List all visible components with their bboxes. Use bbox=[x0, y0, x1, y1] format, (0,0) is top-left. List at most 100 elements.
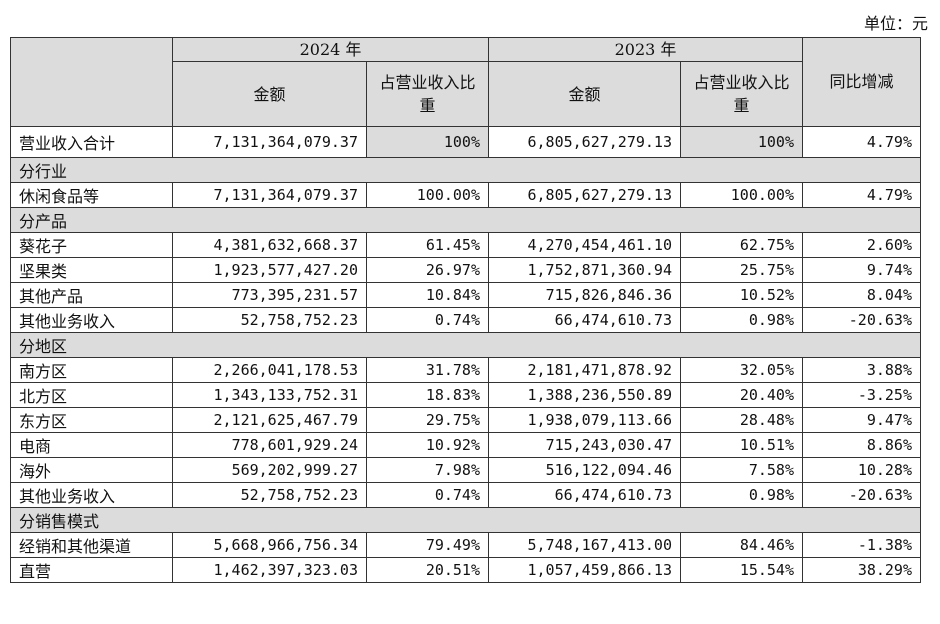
cell-yoy: -1.38% bbox=[802, 532, 921, 558]
cell-share-2023: 10.51% bbox=[680, 432, 803, 458]
table-row: 其他产品 773,395,231.57 10.84% 715,826,846.36 10… bbox=[10, 282, 921, 308]
section-row: 分产品 bbox=[10, 207, 921, 233]
header-year-2023: 2023 年 bbox=[488, 37, 803, 62]
row-label: 海外 bbox=[10, 457, 173, 483]
cell-yoy: 10.28% bbox=[802, 457, 921, 483]
section-title: 分产品 bbox=[10, 207, 921, 233]
table-row: 海外 569,202,999.27 7.98% 516,122,094.46 7.58%… bbox=[10, 457, 921, 483]
row-label: 北方区 bbox=[10, 382, 173, 408]
row-label: 电商 bbox=[10, 432, 173, 458]
cell-amount-2024: 2,266,041,178.53 bbox=[172, 357, 367, 383]
cell-yoy: -20.63% bbox=[802, 482, 921, 508]
table-row: 南方区 2,266,041,178.53 31.78% 2,181,471,878.9… bbox=[10, 357, 921, 383]
row-label: 营业收入合计 bbox=[10, 126, 173, 158]
row-label: 南方区 bbox=[10, 357, 173, 383]
table-row: 电商 778,601,929.24 10.92% 715,243,030.47 10.5… bbox=[10, 432, 921, 458]
cell-share-2024: 0.74% bbox=[366, 482, 489, 508]
cell-amount-2023: 6,805,627,279.13 bbox=[488, 182, 681, 208]
revenue-table: 2024 年 2023 年 同比增减 金额 占营业收入比重 金额 占营业收入比重… bbox=[10, 37, 921, 583]
cell-amount-2023: 1,938,079,113.66 bbox=[488, 407, 681, 433]
unit-label: 单位：元 bbox=[863, 14, 928, 33]
row-label: 其他产品 bbox=[10, 282, 173, 308]
header-blank bbox=[10, 37, 173, 127]
table-row: 经销和其他渠道 5,668,966,756.34 79.49% 5,748,167,4… bbox=[10, 532, 921, 558]
header-share-2024: 占营业收入比重 bbox=[366, 61, 489, 127]
cell-share-2023: 62.75% bbox=[680, 232, 803, 258]
section-row: 分行业 bbox=[10, 157, 921, 183]
cell-amount-2023: 66,474,610.73 bbox=[488, 482, 681, 508]
table-row-total: 营业收入合计 7,131,364,079.37 100% 6,805,627,2… bbox=[10, 126, 921, 158]
cell-yoy: 2.60% bbox=[802, 232, 921, 258]
cell-share-2023: 25.75% bbox=[680, 257, 803, 283]
row-label: 东方区 bbox=[10, 407, 173, 433]
cell-share-2023: 0.98% bbox=[680, 482, 803, 508]
header-share-2023: 占营业收入比重 bbox=[680, 61, 803, 127]
cell-share-2023: 0.98% bbox=[680, 307, 803, 333]
cell-amount-2024: 778,601,929.24 bbox=[172, 432, 367, 458]
table-row: 其他业务收入 52,758,752.23 0.74% 66,474,610.73 0.9… bbox=[10, 482, 921, 508]
cell-share-2023: 100% bbox=[680, 126, 803, 158]
cell-yoy: -3.25% bbox=[802, 382, 921, 408]
cell-share-2023: 7.58% bbox=[680, 457, 803, 483]
row-label: 直营 bbox=[10, 557, 173, 583]
cell-amount-2024: 569,202,999.27 bbox=[172, 457, 367, 483]
cell-share-2024: 61.45% bbox=[366, 232, 489, 258]
row-label: 休闲食品等 bbox=[10, 182, 173, 208]
table-row: 坚果类 1,923,577,427.20 26.97% 1,752,871,360.9… bbox=[10, 257, 921, 283]
cell-share-2024: 79.49% bbox=[366, 532, 489, 558]
section-row: 分地区 bbox=[10, 332, 921, 358]
cell-share-2023: 28.48% bbox=[680, 407, 803, 433]
cell-amount-2024: 1,343,133,752.31 bbox=[172, 382, 367, 408]
header-row-columns: 金额 占营业收入比重 金额 占营业收入比重 bbox=[10, 61, 921, 127]
cell-amount-2023: 715,243,030.47 bbox=[488, 432, 681, 458]
cell-share-2024: 29.75% bbox=[366, 407, 489, 433]
cell-amount-2023: 1,057,459,866.13 bbox=[488, 557, 681, 583]
section-title: 分销售模式 bbox=[10, 507, 921, 533]
row-label: 其他业务收入 bbox=[10, 482, 173, 508]
table-row: 其他业务收入 52,758,752.23 0.74% 66,474,610.73 0.9… bbox=[10, 307, 921, 333]
cell-amount-2023: 66,474,610.73 bbox=[488, 307, 681, 333]
cell-yoy: 8.04% bbox=[802, 282, 921, 308]
table-row: 葵花子 4,381,632,668.37 61.45% 4,270,454,461.1… bbox=[10, 232, 921, 258]
cell-amount-2023: 1,388,236,550.89 bbox=[488, 382, 681, 408]
row-label: 坚果类 bbox=[10, 257, 173, 283]
table-row: 东方区 2,121,625,467.79 29.75% 1,938,079,113.6… bbox=[10, 407, 921, 433]
cell-amount-2023: 516,122,094.46 bbox=[488, 457, 681, 483]
cell-amount-2024: 52,758,752.23 bbox=[172, 482, 367, 508]
cell-share-2024: 20.51% bbox=[366, 557, 489, 583]
section-title: 分行业 bbox=[10, 157, 921, 183]
cell-yoy: -20.63% bbox=[802, 307, 921, 333]
section-row: 分销售模式 bbox=[10, 507, 921, 533]
header-amount-2023: 金额 bbox=[488, 61, 681, 127]
header-row-years: 2024 年 2023 年 同比增减 bbox=[10, 37, 921, 127]
cell-share-2023: 84.46% bbox=[680, 532, 803, 558]
row-label: 其他业务收入 bbox=[10, 307, 173, 333]
row-label: 经销和其他渠道 bbox=[10, 532, 173, 558]
cell-amount-2023: 4,270,454,461.10 bbox=[488, 232, 681, 258]
row-label: 葵花子 bbox=[10, 232, 173, 258]
cell-share-2023: 20.40% bbox=[680, 382, 803, 408]
cell-share-2023: 10.52% bbox=[680, 282, 803, 308]
cell-yoy: 4.79% bbox=[802, 126, 921, 158]
table-row: 直营 1,462,397,323.03 20.51% 1,057,459,866.13… bbox=[10, 557, 921, 583]
cell-share-2024: 10.84% bbox=[366, 282, 489, 308]
cell-amount-2023: 6,805,627,279.13 bbox=[488, 126, 681, 158]
cell-amount-2024: 1,462,397,323.03 bbox=[172, 557, 367, 583]
cell-amount-2024: 773,395,231.57 bbox=[172, 282, 367, 308]
section-title: 分地区 bbox=[10, 332, 921, 358]
cell-amount-2023: 1,752,871,360.94 bbox=[488, 257, 681, 283]
cell-amount-2023: 5,748,167,413.00 bbox=[488, 532, 681, 558]
cell-yoy: 8.86% bbox=[802, 432, 921, 458]
cell-amount-2024: 7,131,364,079.37 bbox=[172, 126, 367, 158]
cell-share-2023: 100.00% bbox=[680, 182, 803, 208]
cell-yoy: 9.74% bbox=[802, 257, 921, 283]
cell-yoy: 3.88% bbox=[802, 357, 921, 383]
cell-amount-2024: 5,668,966,756.34 bbox=[172, 532, 367, 558]
cell-yoy: 38.29% bbox=[802, 557, 921, 583]
cell-share-2024: 26.97% bbox=[366, 257, 489, 283]
cell-share-2024: 18.83% bbox=[366, 382, 489, 408]
cell-amount-2024: 4,381,632,668.37 bbox=[172, 232, 367, 258]
cell-yoy: 9.47% bbox=[802, 407, 921, 433]
cell-share-2024: 100% bbox=[366, 126, 489, 158]
cell-share-2023: 32.05% bbox=[680, 357, 803, 383]
